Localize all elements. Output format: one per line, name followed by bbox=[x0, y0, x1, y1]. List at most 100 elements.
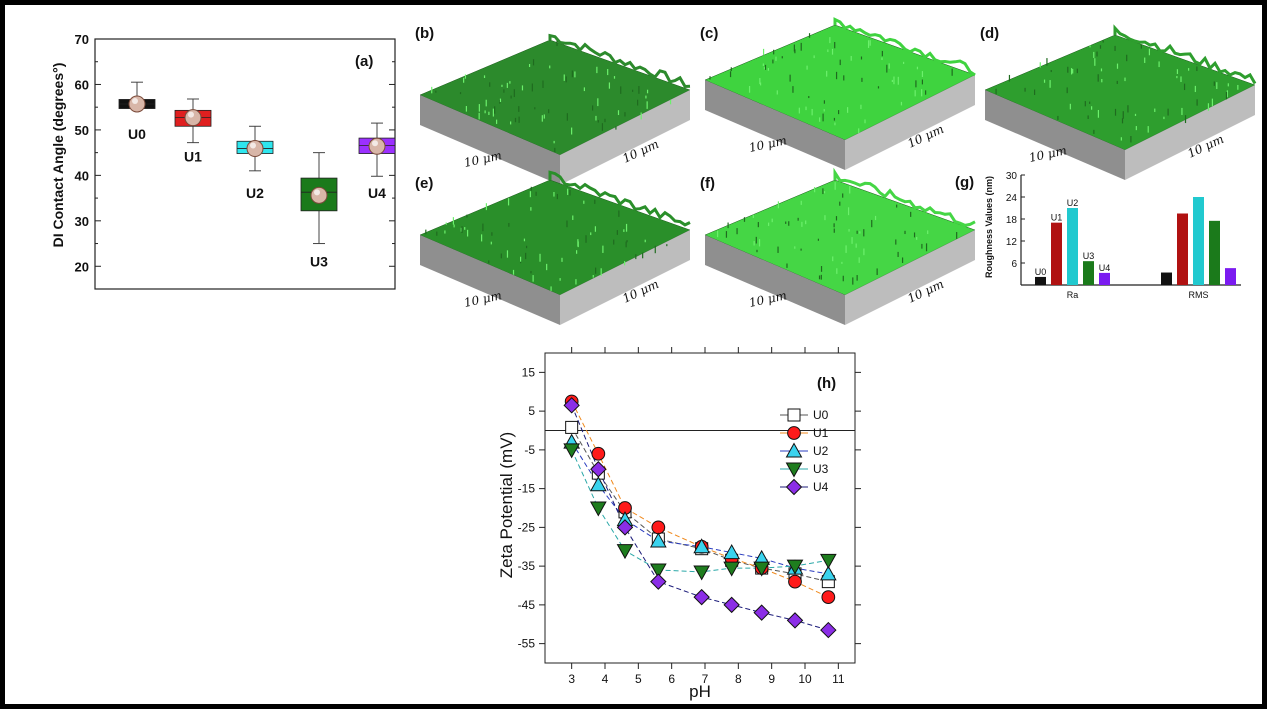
ytick-label: -45 bbox=[518, 598, 536, 612]
bar-label-u3: U3 bbox=[1083, 251, 1095, 261]
legend-label-u3: U3 bbox=[813, 462, 829, 476]
bar-label-u1: U1 bbox=[1051, 213, 1063, 223]
point-u3 bbox=[693, 565, 711, 581]
ytick-label: 15 bbox=[522, 365, 536, 379]
legend-marker-u0 bbox=[787, 408, 801, 422]
afm-x-axis-label: 10 μm bbox=[463, 148, 503, 170]
afm-surface-peaks-back bbox=[548, 170, 691, 227]
ytick-label: 18 bbox=[1006, 215, 1018, 226]
mean-marker-highlight bbox=[372, 140, 378, 147]
roughness-chart: (g) Roughness Values (nm) 6 12 18 24 30 U0 U1 U… bbox=[955, 171, 1241, 300]
afm-surface-side bbox=[1125, 85, 1255, 180]
point-u4 bbox=[563, 397, 580, 414]
point-u4 bbox=[786, 612, 804, 629]
afm-x-axis-label: 10 μm bbox=[748, 133, 788, 155]
xtick-label: 4 bbox=[602, 672, 609, 686]
afm-surface-front bbox=[420, 95, 560, 185]
legend-marker-u3 bbox=[785, 462, 803, 478]
panel-label-a: (a) bbox=[355, 53, 373, 70]
point-u1 bbox=[591, 446, 606, 461]
legend-marker-u4 bbox=[785, 478, 803, 496]
point-u3 bbox=[723, 561, 741, 577]
afm-panel-tag: (e) bbox=[415, 175, 433, 192]
bar-u3-ra bbox=[1083, 261, 1094, 285]
xtick-label: 8 bbox=[735, 672, 742, 686]
point-u3 bbox=[819, 553, 837, 569]
xtick-label: 9 bbox=[768, 672, 775, 686]
category-label-u4: U4 bbox=[368, 185, 386, 201]
bar-label-u0: U0 bbox=[1035, 267, 1047, 277]
legend-marker-u1 bbox=[787, 426, 801, 440]
mean-marker bbox=[184, 109, 202, 127]
bar-u2-ra bbox=[1067, 208, 1078, 285]
point-u1 bbox=[821, 590, 836, 604]
point-u1 bbox=[651, 520, 666, 535]
xtick-label: 3 bbox=[568, 672, 575, 686]
zeta-potential-chart: 15 5 -5 -15 -25 -35 -45 -55 3 4 5 6 7 8 9 10 11 U0 U1 U2 U3 U… bbox=[497, 347, 861, 701]
point-u2 bbox=[589, 476, 607, 492]
ytick-label: 24 bbox=[1006, 193, 1018, 204]
afm-topography-panels: (b)10 μm 10 μm(c)10 μm 10 μm(d)10 μm 10 μm(… bbox=[415, 17, 1257, 325]
point-u3 bbox=[616, 544, 634, 560]
xtick-label: 10 bbox=[798, 672, 812, 686]
mean-marker-highlight bbox=[314, 189, 320, 196]
legend-marker-u2 bbox=[785, 442, 803, 458]
afm-surface-peaks-back bbox=[548, 33, 691, 89]
point-u2 bbox=[649, 532, 667, 548]
mean-marker-highlight bbox=[250, 142, 256, 149]
point-u4 bbox=[616, 519, 634, 536]
point-u4 bbox=[650, 573, 667, 590]
afm-panel: (c)10 μm 10 μm bbox=[700, 17, 976, 170]
afm-panel-tag: (d) bbox=[980, 25, 999, 42]
mean-marker bbox=[310, 186, 328, 204]
mean-marker bbox=[368, 137, 386, 155]
afm-x-axis-label: 10 μm bbox=[1028, 143, 1068, 165]
bar-u2-rms bbox=[1193, 197, 1204, 285]
afm-panel: (e)10 μm 10 μm bbox=[415, 170, 691, 325]
contact-angle-ylabel: DI Contact Angle (degrees°) bbox=[50, 63, 66, 248]
ytick-label: 30 bbox=[1006, 171, 1018, 182]
plot-area-h bbox=[544, 352, 856, 664]
point-u4 bbox=[753, 604, 770, 621]
figure-frame: 20 30 40 50 60 70 U0 U1 U2 U3 U4 (a) DI Contact An… bbox=[5, 5, 1262, 704]
mean-marker-highlight bbox=[188, 111, 194, 118]
legend-label-u2: U2 bbox=[813, 444, 829, 458]
ytick-label: 40 bbox=[75, 168, 89, 183]
afm-surface-peaks-back bbox=[1113, 24, 1257, 85]
contact-angle-chart: 20 30 40 50 60 70 U0 U1 U2 U3 U4 (a) DI Contact An… bbox=[50, 32, 396, 290]
point-u1 bbox=[788, 574, 802, 589]
mean-marker bbox=[246, 140, 264, 158]
zeta-ylabel: Zeta Potential (mV) bbox=[497, 432, 516, 578]
point-u0 bbox=[565, 420, 579, 434]
category-label-u2: U2 bbox=[246, 185, 264, 201]
ytick-label: -55 bbox=[518, 637, 536, 651]
xtick-label: 6 bbox=[668, 672, 675, 686]
series-line-u1 bbox=[571, 401, 829, 598]
afm-surface-side bbox=[845, 75, 975, 170]
ytick-label: -25 bbox=[518, 520, 536, 534]
panel-label-h: (h) bbox=[817, 375, 836, 392]
point-u3 bbox=[563, 443, 581, 459]
legend-label-u4: U4 bbox=[813, 480, 829, 494]
afm-surface-front bbox=[420, 235, 560, 325]
afm-surface-side bbox=[845, 230, 975, 325]
point-u3 bbox=[786, 559, 804, 575]
point-u4 bbox=[723, 596, 740, 614]
point-u2 bbox=[819, 565, 837, 581]
mean-marker-highlight bbox=[132, 98, 138, 104]
xtick-label: 5 bbox=[635, 672, 642, 686]
zeta-xlabel: pH bbox=[689, 682, 711, 701]
point-u3 bbox=[589, 501, 607, 517]
afm-x-axis-label: 10 μm bbox=[463, 288, 503, 310]
legend-label-u0: U0 bbox=[813, 408, 829, 422]
ytick-label: 12 bbox=[1006, 237, 1018, 248]
point-u4 bbox=[590, 461, 607, 478]
afm-surface-peaks-back bbox=[833, 17, 976, 77]
bar-u1-rms bbox=[1177, 213, 1188, 285]
afm-surface-front bbox=[705, 80, 845, 170]
afm-panel-tag: (f) bbox=[700, 175, 715, 192]
afm-x-axis-label: 10 μm bbox=[748, 288, 788, 310]
ytick-label: 5 bbox=[528, 404, 535, 418]
point-u2 bbox=[723, 544, 741, 560]
category-label-u0: U0 bbox=[128, 126, 146, 142]
